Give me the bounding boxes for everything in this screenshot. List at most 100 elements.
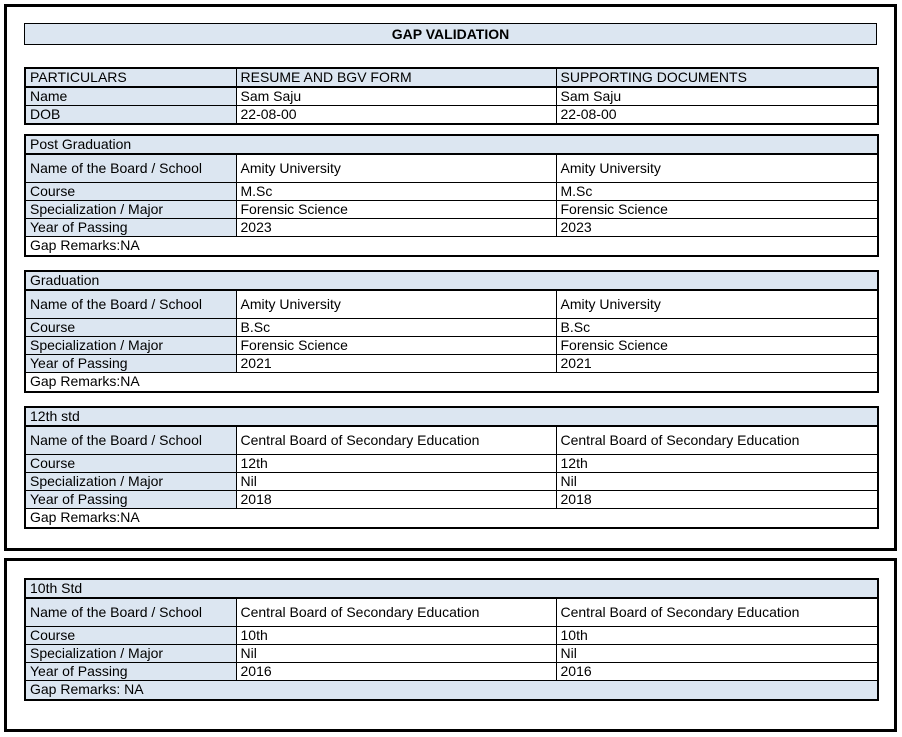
supporting-value-cell: 2021 bbox=[555, 353, 879, 373]
resume-value-cell: Nil bbox=[235, 643, 557, 663]
table-row: Name of the Board / School Amity Universi… bbox=[24, 289, 879, 319]
table-row: Name of the Board / School Central Board … bbox=[24, 597, 879, 627]
resume-value-cell: Forensic Science bbox=[235, 335, 557, 355]
section-title-row: 12th std bbox=[24, 406, 879, 427]
row-label-cell: Year of Passing bbox=[24, 489, 237, 509]
supporting-value-cell: 2018 bbox=[555, 489, 879, 509]
table-row: Course 12th 12th bbox=[24, 453, 879, 473]
section-table: 12th std Name of the Board / School Centra… bbox=[24, 406, 880, 529]
resume-value-cell: Nil bbox=[235, 471, 557, 491]
table-row: Course M.Sc M.Sc bbox=[24, 181, 879, 201]
supporting-value-cell: Nil bbox=[555, 471, 879, 491]
column-header: RESUME AND BGV FORM bbox=[235, 67, 557, 88]
supporting-value-cell: Forensic Science bbox=[555, 335, 879, 355]
table-row: Year of Passing 2016 2016 bbox=[24, 661, 879, 681]
column-header: PARTICULARS bbox=[24, 67, 237, 88]
gap-remarks: Gap Remarks: NA bbox=[24, 679, 879, 701]
table-row: Specialization / Major Forensic Science Fo… bbox=[24, 335, 879, 355]
row-label-cell: Course bbox=[24, 625, 237, 645]
section-title: Post Graduation bbox=[24, 134, 879, 155]
table-row: Specialization / Major Nil Nil bbox=[24, 643, 879, 663]
resume-value-cell: 2018 bbox=[235, 489, 557, 509]
sections-container-top: Post Graduation Name of the Board / Schoo… bbox=[24, 134, 880, 529]
supporting-value-cell: 2023 bbox=[555, 217, 879, 237]
resume-value-cell: 2023 bbox=[235, 217, 557, 237]
table-row: Name of the Board / School Central Board … bbox=[24, 425, 879, 455]
table-row: Specialization / Major Forensic Science Fo… bbox=[24, 199, 879, 219]
table-row: Year of Passing 2021 2021 bbox=[24, 353, 879, 373]
row-label-cell: Course bbox=[24, 453, 237, 473]
outer-frame-top: GAP VALIDATION PARTICULARS RESUME AND BGV… bbox=[4, 4, 897, 551]
page-title: GAP VALIDATION bbox=[24, 23, 877, 45]
table-row: Name of the Board / School Amity Universi… bbox=[24, 153, 879, 183]
gap-remarks-row: Gap Remarks:NA bbox=[24, 507, 879, 529]
resume-value-cell: Amity University bbox=[235, 153, 557, 183]
supporting-value-cell: Sam Saju bbox=[555, 86, 879, 106]
particulars-table: PARTICULARS RESUME AND BGV FORM SUPPORTING… bbox=[24, 67, 879, 125]
row-label-cell: Name of the Board / School bbox=[24, 425, 237, 455]
section-table: 10th Std Name of the Board / School Centra… bbox=[24, 578, 879, 701]
row-label-cell: Specialization / Major bbox=[24, 471, 237, 491]
row-label-cell: Specialization / Major bbox=[24, 335, 237, 355]
row-label-cell: Year of Passing bbox=[24, 217, 237, 237]
section-title-row: Graduation bbox=[24, 270, 879, 291]
section-title: 12th std bbox=[24, 406, 879, 427]
section-title-row: Post Graduation bbox=[24, 134, 879, 155]
section-title: Graduation bbox=[24, 270, 879, 291]
resume-value-cell: Central Board of Secondary Education bbox=[235, 597, 557, 627]
sections-container-bottom: 10th Std Name of the Board / School Centra… bbox=[24, 578, 879, 701]
supporting-value-cell: Nil bbox=[555, 643, 879, 663]
row-label-cell: Name of the Board / School bbox=[24, 597, 237, 627]
supporting-value-cell: Central Board of Secondary Education bbox=[555, 425, 879, 455]
resume-value-cell: Forensic Science bbox=[235, 199, 557, 219]
supporting-value-cell: Central Board of Secondary Education bbox=[555, 597, 879, 627]
supporting-value-cell: Amity University bbox=[555, 289, 879, 319]
resume-value-cell: 10th bbox=[235, 625, 557, 645]
table-row: Specialization / Major Nil Nil bbox=[24, 471, 879, 491]
row-label-cell: Course bbox=[24, 317, 237, 337]
section-table: Graduation Name of the Board / School Amit… bbox=[24, 270, 880, 393]
resume-value-cell: B.Sc bbox=[235, 317, 557, 337]
column-header: SUPPORTING DOCUMENTS bbox=[555, 67, 879, 88]
gap-remarks: Gap Remarks:NA bbox=[24, 507, 879, 529]
frame-top-content: GAP VALIDATION PARTICULARS RESUME AND BGV… bbox=[7, 23, 894, 529]
table-row: DOB 22-08-00 22-08-00 bbox=[24, 105, 879, 125]
frame-bottom-content: 10th Std Name of the Board / School Centra… bbox=[7, 578, 894, 701]
row-label-cell: Specialization / Major bbox=[24, 199, 237, 219]
row-label-cell: DOB bbox=[24, 105, 237, 125]
supporting-value-cell: B.Sc bbox=[555, 317, 879, 337]
resume-value-cell: M.Sc bbox=[235, 181, 557, 201]
resume-value-cell: Amity University bbox=[235, 289, 557, 319]
row-label-cell: Name bbox=[24, 86, 237, 106]
section-table: Post Graduation Name of the Board / Schoo… bbox=[24, 134, 880, 257]
gap-remarks: Gap Remarks:NA bbox=[24, 235, 879, 257]
gap-remarks: Gap Remarks:NA bbox=[24, 371, 879, 393]
row-label-cell: Name of the Board / School bbox=[24, 289, 237, 319]
row-label-cell: Year of Passing bbox=[24, 353, 237, 373]
section-title-row: 10th Std bbox=[24, 578, 879, 599]
table-row: Course 10th 10th bbox=[24, 625, 879, 645]
resume-value-cell: 22-08-00 bbox=[235, 105, 557, 125]
resume-value-cell: 2016 bbox=[235, 661, 557, 681]
table-row: Course B.Sc B.Sc bbox=[24, 317, 879, 337]
particulars-header-row: PARTICULARS RESUME AND BGV FORM SUPPORTING… bbox=[24, 67, 879, 88]
resume-value-cell: 2021 bbox=[235, 353, 557, 373]
supporting-value-cell: 10th bbox=[555, 625, 879, 645]
supporting-value-cell: 12th bbox=[555, 453, 879, 473]
table-row: Year of Passing 2023 2023 bbox=[24, 217, 879, 237]
supporting-value-cell: Forensic Science bbox=[555, 199, 879, 219]
gap-remarks-row: Gap Remarks:NA bbox=[24, 235, 879, 257]
row-label-cell: Course bbox=[24, 181, 237, 201]
row-label-cell: Specialization / Major bbox=[24, 643, 237, 663]
supporting-value-cell: M.Sc bbox=[555, 181, 879, 201]
resume-value-cell: 12th bbox=[235, 453, 557, 473]
resume-value-cell: Central Board of Secondary Education bbox=[235, 425, 557, 455]
row-label-cell: Name of the Board / School bbox=[24, 153, 237, 183]
table-row: Name Sam Saju Sam Saju bbox=[24, 86, 879, 106]
supporting-value-cell: 22-08-00 bbox=[555, 105, 879, 125]
supporting-value-cell: Amity University bbox=[555, 153, 879, 183]
gap-remarks-row: Gap Remarks: NA bbox=[24, 679, 879, 701]
supporting-value-cell: 2016 bbox=[555, 661, 879, 681]
table-row: Year of Passing 2018 2018 bbox=[24, 489, 879, 509]
